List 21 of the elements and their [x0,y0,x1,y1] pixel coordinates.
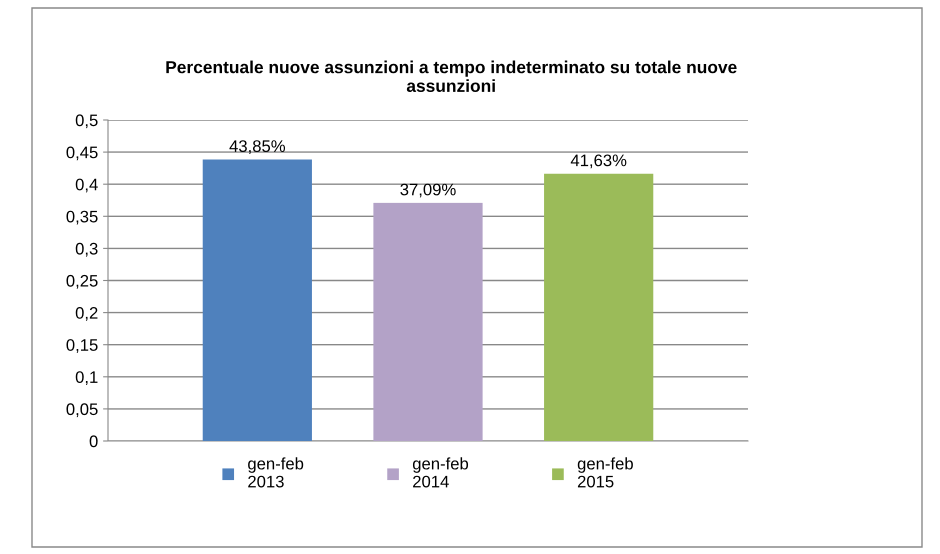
y-tick-label: 0,1 [76,371,98,385]
bar [373,202,483,441]
y-tick-label: 0,05 [66,403,98,418]
y-tick-label: 0,3 [76,242,98,257]
y-tick-label: 0 [90,435,98,448]
y-tick-label: 0,15 [66,339,98,353]
data-label: 37,09% [400,184,456,198]
bar [544,174,654,441]
y-tick-label: 0,25 [66,274,98,289]
legend-label: gen-feb 2013 [248,457,304,488]
y-tick-label: 0,5 [76,114,98,128]
y-tick-label: 0,35 [66,210,98,224]
bar [202,159,312,441]
legend-label: gen-feb 2015 [578,457,633,488]
y-tick-label: 0,2 [76,307,98,321]
data-label: 43,85% [229,140,286,154]
data-label: 41,63% [570,154,626,168]
y-tick-label: 0,4 [76,178,98,192]
y-tick-label: 0,45 [66,146,98,160]
legend-label: gen-feb 2014 [412,457,468,488]
chart-title: Percentuale nuove assunzioni a tempo indeterminato su totale nuove assunzioni [166,60,737,92]
